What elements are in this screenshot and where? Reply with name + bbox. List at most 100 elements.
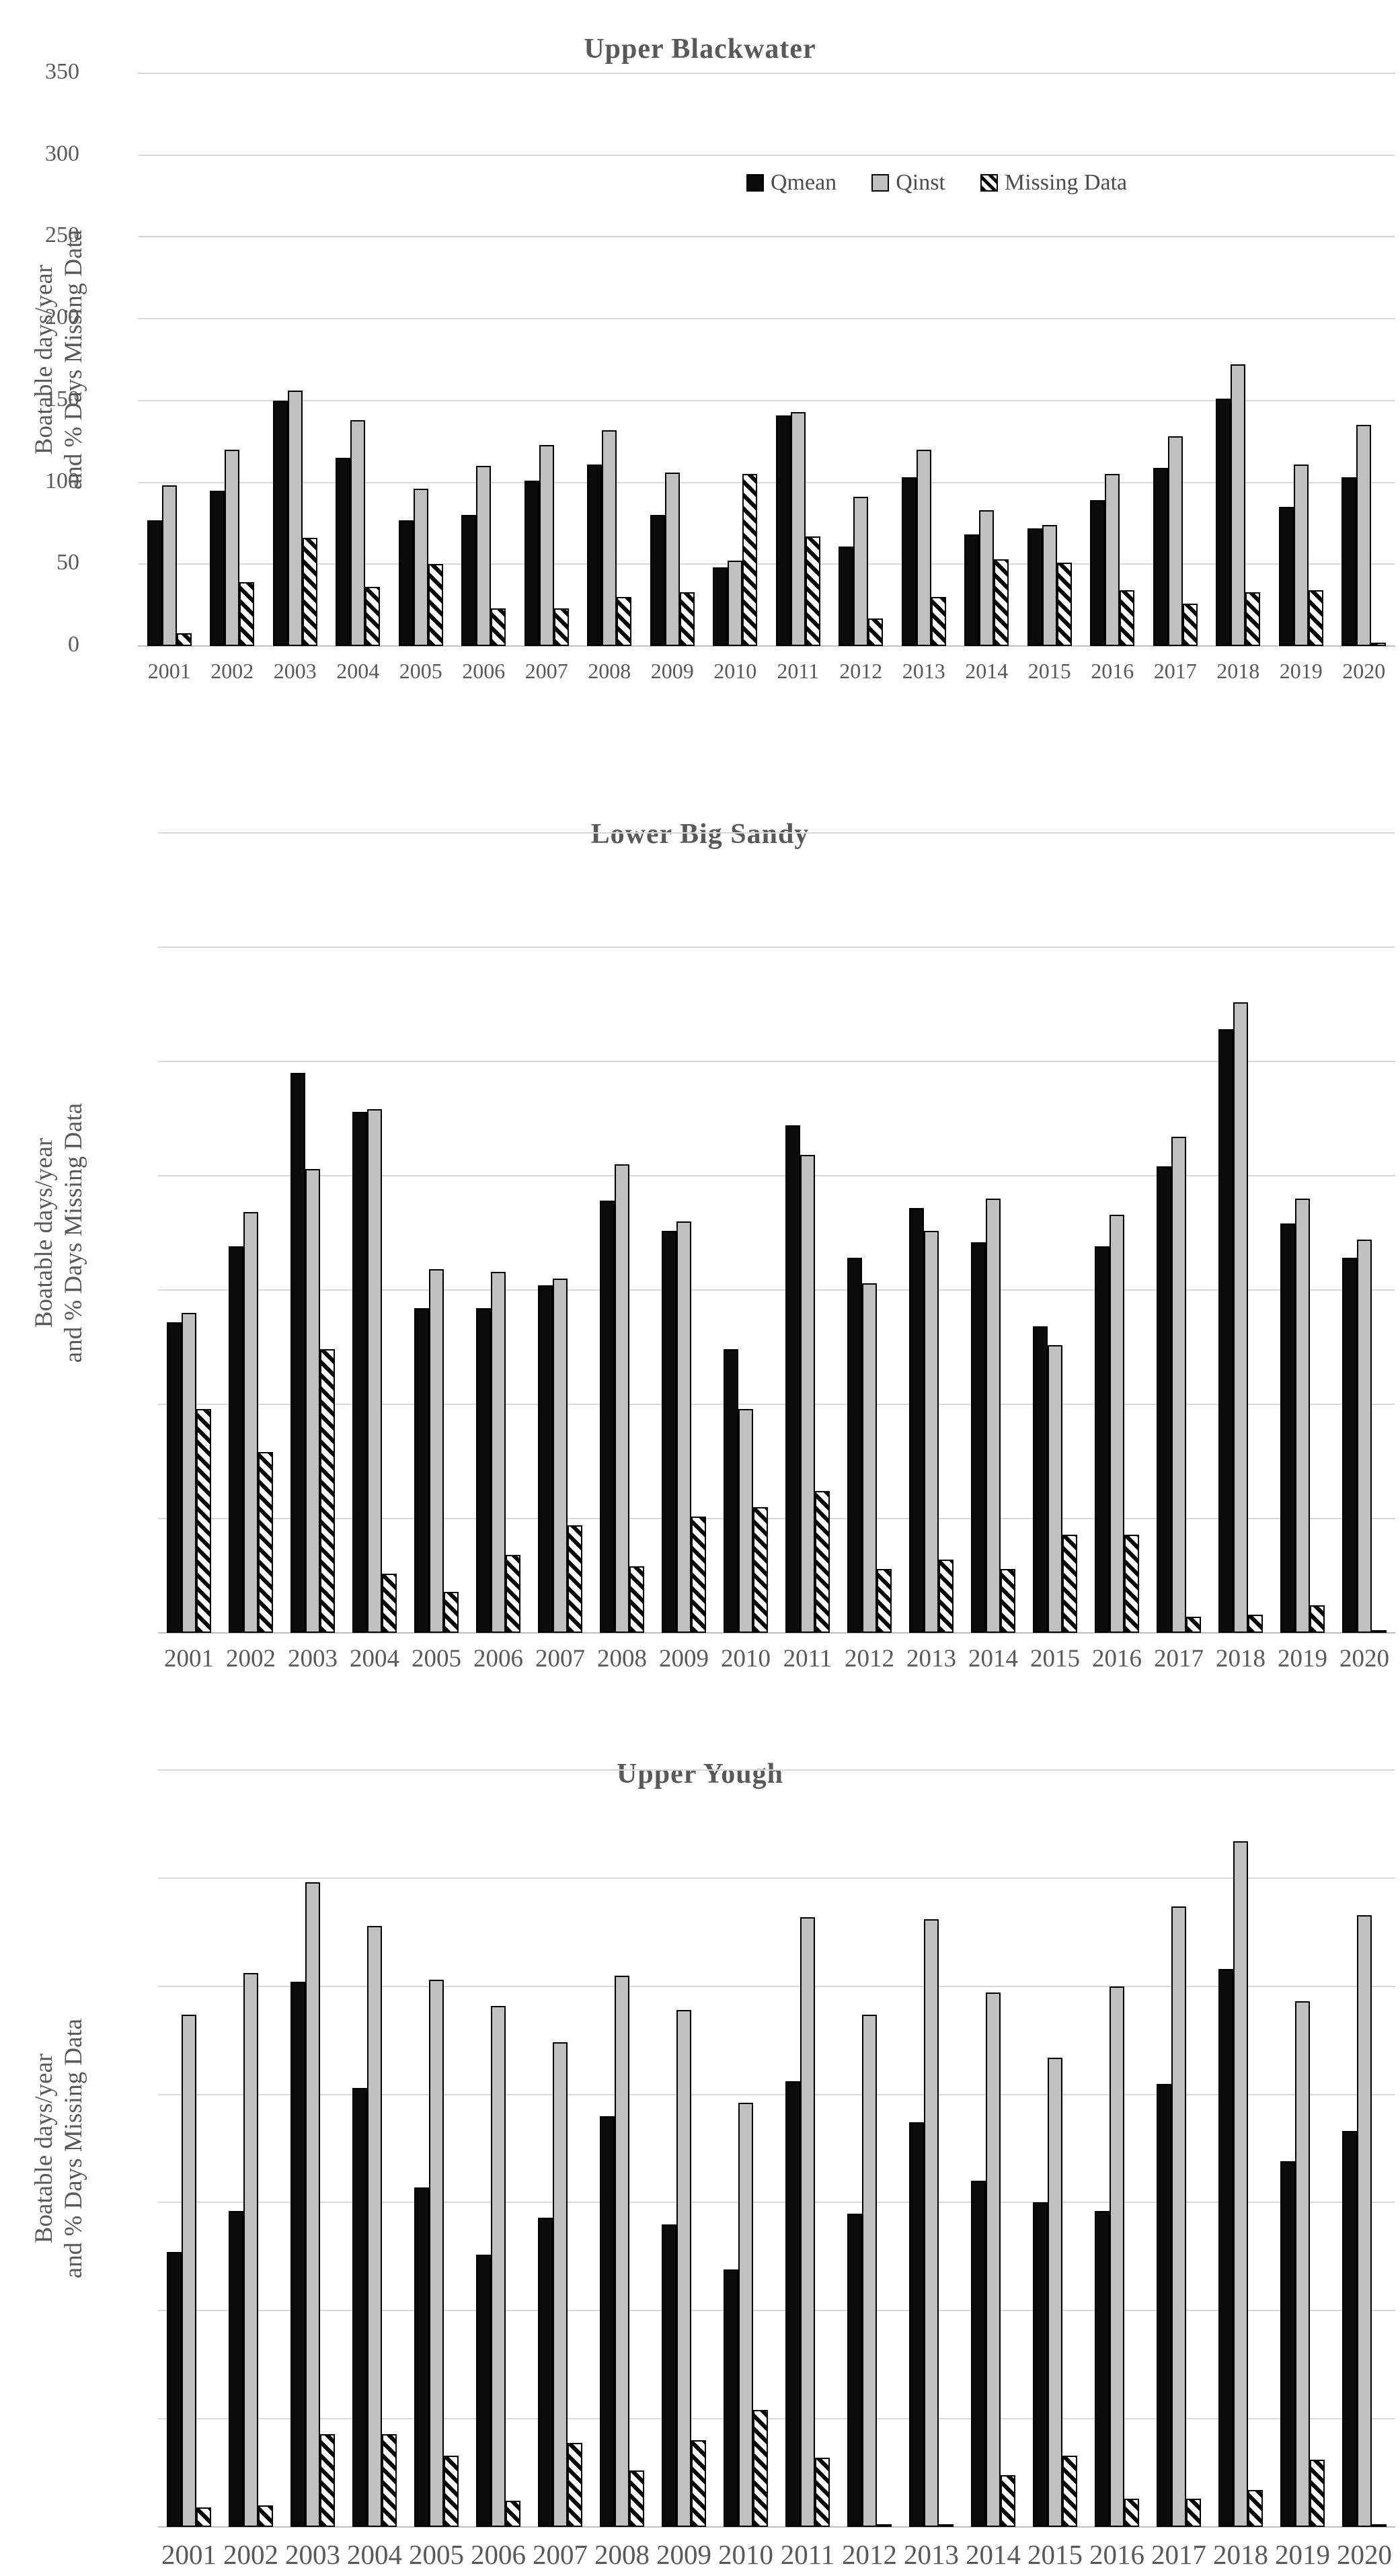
bar-qinst: [429, 1269, 444, 1633]
bar-qmean: [272, 400, 288, 646]
bar-group-2012: [839, 833, 900, 1633]
bar-qmean: [775, 415, 791, 646]
bar-missing-data: [444, 2455, 459, 2527]
bar-missing-data: [753, 2410, 768, 2527]
bar-qmean: [414, 1308, 429, 1633]
bar-qinst: [1167, 436, 1183, 646]
bar-qmean: [167, 2252, 182, 2527]
bar-qinst: [862, 2014, 877, 2527]
bar-qmean: [352, 2087, 367, 2527]
bar-group-2020: [1333, 73, 1396, 646]
bar-qinst: [664, 472, 680, 646]
bar-qmean: [964, 534, 980, 646]
bar-group-2001: [158, 833, 220, 1633]
chart-legend: Qmean Qinst Missing Data: [746, 170, 1127, 196]
bar-missing-data: [939, 2524, 954, 2527]
bar-group-2002: [220, 833, 282, 1633]
bar-qmean: [1342, 2131, 1357, 2527]
bar-missing-data: [1186, 2499, 1201, 2527]
bar-qmean: [600, 2116, 615, 2527]
bar-group-2014: [956, 73, 1019, 646]
x-tick-label: 2010: [713, 659, 757, 683]
bar-qinst: [1110, 1214, 1124, 1633]
x-axis-line: [158, 2526, 1395, 2528]
x-tick-label: 2002: [223, 2539, 278, 2570]
bar-missing-data: [877, 2524, 892, 2527]
bar-missing-data: [1248, 2490, 1263, 2527]
bar-group-2005: [405, 1770, 467, 2527]
bar-group-2004: [327, 73, 390, 646]
bar-qinst: [979, 510, 995, 646]
bar-qmean: [600, 1201, 615, 1633]
y-axis-title-line1: Boatable days/year: [30, 1137, 58, 1328]
x-tick-label: 2012: [839, 659, 883, 683]
x-tick-label: 2002: [226, 1645, 276, 1673]
bar-missing-data: [176, 633, 192, 646]
bar-group-2003: [282, 1770, 344, 2527]
bar-qmean: [713, 567, 728, 646]
x-tick-label: 2009: [650, 659, 694, 683]
bar-qinst: [790, 411, 806, 646]
qmean-swatch-icon: [746, 174, 764, 192]
x-tick-label: 2015: [1030, 1645, 1080, 1673]
bar-group-2013: [892, 73, 956, 646]
bar-group-2007: [515, 73, 578, 646]
bar-missing-data: [805, 536, 820, 646]
bar-missing-data: [258, 2505, 273, 2527]
bar-qmean: [229, 2211, 243, 2527]
bar-qinst: [1048, 2057, 1062, 2527]
bar-qinst: [287, 391, 303, 646]
bar-missing-data: [506, 2501, 520, 2527]
bar-qmean: [1095, 1246, 1110, 1633]
y-tick-label: 50: [56, 550, 79, 575]
bar-group-2013: [900, 1770, 962, 2527]
bar-missing-data: [1310, 1605, 1325, 1633]
bar-qmean: [839, 546, 854, 646]
y-axis-title-line2: and % Days Missing Data: [60, 1102, 87, 1363]
bar-missing-data: [568, 2442, 582, 2527]
x-tick-label: 2009: [656, 2539, 711, 2570]
x-tick-label: 2013: [904, 2539, 959, 2570]
bar-missing-data: [629, 1566, 644, 1633]
y-tick-label: 0: [68, 632, 79, 657]
bar-group-2020: [1333, 1770, 1395, 2527]
bar-qinst: [602, 430, 617, 646]
bar-qmean: [167, 1322, 182, 1633]
bar-group-2019: [1272, 833, 1333, 1633]
bar-missing-data: [1001, 2474, 1015, 2527]
bar-qmean: [538, 2217, 553, 2527]
bar-group-2008: [578, 73, 641, 646]
gridline: [138, 481, 1395, 483]
bar-missing-data: [1372, 2524, 1387, 2527]
bar-missing-data: [691, 1516, 706, 1633]
x-tick-label: 2006: [473, 1645, 523, 1673]
bar-missing-data: [428, 564, 443, 646]
bar-missing-data: [196, 1408, 211, 1633]
x-tick-label: 2016: [1092, 1645, 1142, 1673]
x-tick-label: 2004: [350, 1645, 399, 1673]
bar-group-2019: [1272, 1770, 1333, 2527]
bar-qinst: [676, 2010, 691, 2527]
bar-group-2010: [704, 73, 767, 646]
x-tick-label: 2017: [1153, 659, 1197, 683]
bar-group-2016: [1086, 1770, 1148, 2527]
bar-group-2009: [653, 833, 715, 1633]
gridline: [158, 2310, 1395, 2312]
bar-qinst: [305, 1168, 320, 1633]
bar-missing-data: [753, 1507, 768, 1633]
gridline: [138, 236, 1395, 238]
bar-missing-data: [1120, 590, 1135, 646]
gridline: [158, 2093, 1395, 2095]
bar-qmean: [210, 490, 225, 646]
x-tick-label: 2003: [288, 1645, 338, 1673]
bar-qinst: [1233, 1002, 1248, 1633]
bar-missing-data: [444, 1591, 459, 1633]
gridline: [158, 2202, 1395, 2204]
bar-missing-data: [1310, 2460, 1325, 2527]
y-axis-title-line1: Boatable days/year: [30, 2053, 58, 2244]
bar-qmean: [909, 2122, 924, 2527]
x-tick-label: 2005: [412, 1645, 461, 1673]
bar-qinst: [539, 444, 554, 646]
gridline: [158, 1061, 1395, 1062]
bar-qinst: [491, 2005, 506, 2527]
